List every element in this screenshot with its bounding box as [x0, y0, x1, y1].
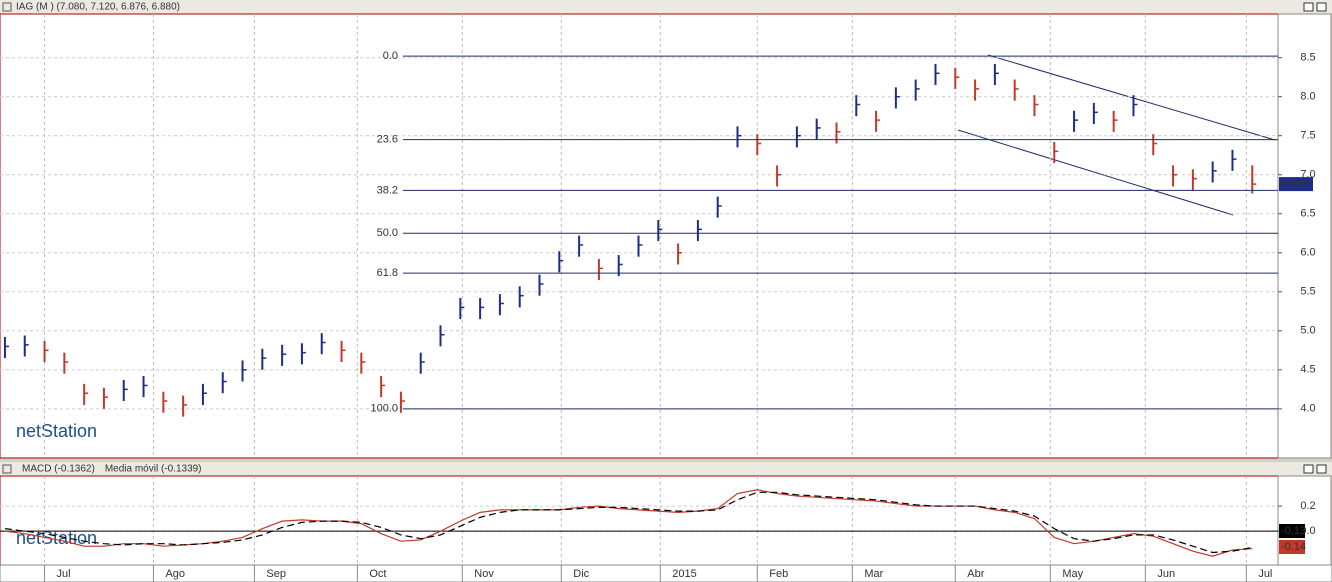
- fib-label: 61.8: [377, 267, 398, 279]
- macd-panel: [0, 475, 1279, 566]
- legend-entry: Media móvil (-0.1339): [105, 464, 202, 475]
- fib-label: 38.2: [377, 184, 398, 196]
- series-line: [4, 491, 1253, 554]
- watermark: netStation: [16, 421, 97, 441]
- x-tick-label: Dic: [573, 568, 589, 580]
- fib-label: 23.6: [377, 134, 398, 146]
- last-value-badge: [1279, 524, 1305, 538]
- y-tick-label: 6.5: [1300, 208, 1315, 220]
- last-value-label: -0.14: [1281, 541, 1306, 553]
- fib-label: 50.0: [377, 227, 398, 239]
- time-axis: [0, 564, 1332, 582]
- x-tick-label: Oct: [369, 568, 386, 580]
- x-tick-label: Feb: [769, 568, 788, 580]
- last-price-badge: [1279, 177, 1313, 192]
- y-tick-label: 8.5: [1300, 52, 1315, 64]
- y-tick-label: 5.0: [1300, 325, 1315, 337]
- y-tick-label: 6.0: [1300, 247, 1315, 259]
- y-tick-label: 5.5: [1300, 286, 1315, 298]
- macd-header: [0, 462, 1332, 476]
- chart-title: IAG (M ) (7.080, 7.120, 6.876, 6.880): [16, 2, 180, 13]
- maximize-button[interactable]: [1303, 2, 1314, 12]
- x-tick-label: Jun: [1157, 568, 1175, 580]
- price-axis: [1277, 13, 1332, 459]
- y-tick-label: 4.0: [1300, 403, 1315, 415]
- watermark: netStation: [16, 528, 97, 548]
- series-line: [4, 489, 1253, 557]
- fib-label: 100.0: [370, 403, 398, 415]
- x-tick-label: Mar: [864, 568, 883, 580]
- last-value-label: -0.13: [1281, 525, 1306, 537]
- close-button[interactable]: [1316, 2, 1327, 12]
- x-tick-label: Abr: [967, 568, 984, 580]
- price-panel: [0, 13, 1279, 459]
- x-tick-label: Jul: [57, 568, 71, 580]
- trend-channel-upper: [987, 54, 1276, 141]
- x-tick-label: Sep: [266, 568, 286, 580]
- x-tick-label: 2015: [672, 568, 696, 580]
- y-tick-label: 0.2: [1300, 500, 1315, 512]
- x-tick-label: Ago: [165, 568, 185, 580]
- x-tick-label: Nov: [474, 568, 494, 580]
- window-icon: [2, 464, 12, 474]
- y-tick-label: 4.5: [1300, 364, 1315, 376]
- maximize-button[interactable]: [1303, 464, 1314, 474]
- x-tick-label: May: [1062, 568, 1083, 580]
- y-tick-label: 8.0: [1300, 91, 1315, 103]
- title-bar: [0, 0, 1332, 14]
- close-button[interactable]: [1316, 464, 1327, 474]
- fib-label: 0.0: [383, 50, 398, 62]
- last-price-label: 6.880: [1281, 178, 1309, 190]
- window-icon: [2, 2, 12, 12]
- y-tick-label: 7.5: [1300, 130, 1315, 142]
- trend-channel-lower: [957, 129, 1234, 216]
- x-tick-label: Jul: [1258, 568, 1272, 580]
- last-value-badge: [1279, 540, 1305, 554]
- legend-entry: MACD (-0.1362): [22, 464, 95, 475]
